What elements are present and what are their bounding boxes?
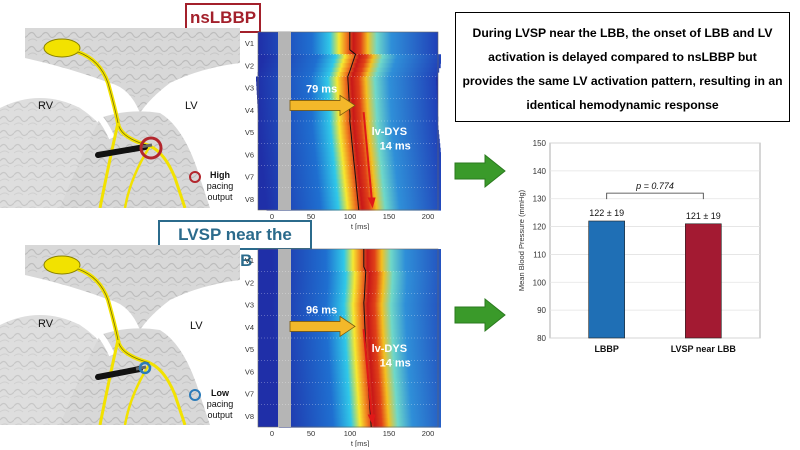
heatmap-bottom-x-tick: 100	[344, 429, 357, 438]
heatmap-top-activation-line	[347, 32, 360, 211]
heatmap-bottom-x-tick: 150	[383, 429, 396, 438]
heatmap-top-lead-label: V5	[245, 128, 254, 137]
heatmap-bottom-lead-label: V7	[245, 390, 254, 399]
bar-chart-y-tick: 120	[533, 223, 547, 232]
bar-category-label: LBBP	[594, 344, 619, 354]
bar-chart-y-tick: 150	[533, 139, 547, 148]
heatmap-top-lead-label: V6	[245, 150, 254, 159]
bar-lvsp	[685, 223, 722, 339]
heatmap-top-x-tick: 150	[383, 212, 396, 221]
pacing-level-top: High	[210, 170, 230, 180]
heart-diagram-bottom	[0, 245, 240, 425]
heatmap-top-x-tick: 50	[307, 212, 315, 221]
heatmap-bottom-x-tick: 0	[270, 429, 274, 438]
heatmap-bottom-dys-arrow-icon	[362, 329, 373, 415]
heatmap-top-lead-label: V3	[245, 84, 254, 93]
significance-bracket	[606, 192, 704, 200]
bar-value-label: 122 ± 19	[589, 208, 624, 218]
heatmap-top-delay-label: 79 ms	[306, 83, 337, 95]
lv-label-bottom: LV	[190, 320, 203, 332]
summary-box: During LVSP near the LBB, the onset of L…	[455, 12, 790, 122]
pacing-level-bottom: Low	[211, 388, 229, 398]
activation-heatmap-bottom: V1 V2 V3 V4 V5 V6 V7 V8 0 50 100 150 200 t [ms] 96 ms l…	[245, 248, 441, 447]
bar-chart-y-tick: 140	[533, 167, 547, 176]
heatmap-bottom-lead-label: V1	[245, 256, 254, 265]
heatmap-bottom-lead-label: V3	[245, 301, 254, 310]
heatmap-bottom-lead-label: V4	[245, 323, 254, 332]
heatmap-bottom-delay-arrow-icon	[289, 315, 356, 338]
heatmap-bottom-lead-label: V6	[245, 367, 254, 376]
heatmap-top-lead-label: V2	[245, 61, 254, 70]
heatmap-bottom-lead-label: V8	[245, 412, 254, 421]
pacing-rest-bottom: pacing output	[206, 399, 234, 420]
pacing-rest-top: pacing output	[206, 181, 234, 202]
p-value-annotation: p = 0.774	[635, 181, 674, 191]
heatmap-bottom-dys-value: 14 ms	[380, 357, 411, 369]
heart-diagram-top	[0, 28, 240, 208]
pacing-output-bottom: Low pacing output	[200, 388, 240, 421]
heatmap-top-lead-label: V8	[245, 195, 254, 204]
heatmap-top-dys-label: lv-DYS	[372, 126, 407, 138]
low-output-ring-icon	[189, 389, 201, 401]
heatmap-top-lead-label: V1	[245, 39, 254, 48]
heatmap-top-dys-value: 14 ms	[380, 140, 411, 152]
heatmap-bottom-lead-label: V5	[245, 345, 254, 354]
heatmap-top-x-axis-label: t [ms]	[351, 222, 369, 230]
rv-label-bottom: RV	[38, 318, 54, 330]
bar-chart-y-tick: 110	[533, 250, 546, 259]
bar-chart-y-tick: 90	[537, 306, 546, 315]
heatmap-bottom-x-tick: 200	[422, 429, 435, 438]
heatmap-top-x-tick: 200	[422, 212, 435, 221]
green-arrow-top-icon	[454, 153, 506, 189]
bar-chart-plot-area	[549, 142, 761, 339]
heatmap-top-x-tick: 0	[270, 212, 274, 221]
heatmap-bottom-x-tick: 50	[307, 429, 315, 438]
blood-pressure-bar-chart: 80 90 100 110 120 130 140 150 Mean Blood Pressur…	[517, 139, 761, 354]
summary-text: During LVSP near the LBB, the onset of L…	[462, 26, 783, 112]
heatmap-top-lead-label: V4	[245, 106, 254, 115]
green-arrow-bottom-icon	[454, 297, 506, 333]
bar-chart-y-axis-label: Mean Blood Pressure (mmHg)	[517, 189, 526, 291]
heatmap-bottom-lead-label: V2	[245, 278, 254, 287]
heatmap-bottom-dys-label: lv-DYS	[372, 343, 407, 355]
bar-category-label: LVSP near LBB	[671, 344, 737, 354]
heatmap-top-dys-arrow-icon	[362, 112, 373, 198]
heatmap-top-lead-label: V7	[245, 173, 254, 182]
bar-value-label: 121 ± 19	[686, 211, 721, 221]
heatmap-bottom-delay-label: 96 ms	[306, 304, 337, 316]
heatmap-top-x-tick: 100	[344, 212, 357, 221]
high-output-ring-icon	[189, 171, 201, 183]
rv-label-top: RV	[38, 100, 54, 112]
heatmap-top-delay-arrow-icon	[289, 94, 356, 117]
bar-lbbp	[588, 220, 625, 339]
bar-chart-y-tick: 130	[533, 195, 547, 204]
activation-heatmap-top: V1 V2 V3 V4 V5 V6 V7 V8 0 50 100 150 200 t [ms] 79 ms l…	[245, 31, 441, 230]
pacing-output-top: High pacing output	[200, 170, 240, 203]
bar-chart-y-tick: 80	[537, 334, 546, 343]
bar-chart-y-tick: 100	[533, 278, 547, 287]
heatmap-bottom-x-axis-label: t [ms]	[351, 439, 369, 447]
lv-label-top: LV	[185, 100, 198, 112]
